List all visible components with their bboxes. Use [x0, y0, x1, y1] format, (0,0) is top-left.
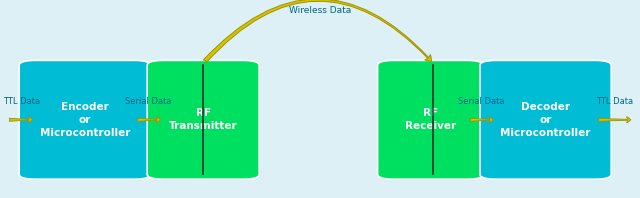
FancyBboxPatch shape: [19, 60, 150, 179]
Text: TTL Data: TTL Data: [3, 97, 40, 106]
Text: Wireless Data: Wireless Data: [289, 6, 351, 15]
Text: RF
Receiver: RF Receiver: [405, 108, 456, 131]
FancyBboxPatch shape: [480, 60, 611, 179]
FancyBboxPatch shape: [378, 60, 483, 179]
Text: Serial Data: Serial Data: [125, 97, 172, 106]
Text: TTL Data: TTL Data: [596, 97, 633, 106]
Text: RF
Transmitter: RF Transmitter: [169, 108, 237, 131]
Text: Encoder
or
Microcontroller: Encoder or Microcontroller: [40, 102, 130, 138]
Text: Serial Data: Serial Data: [458, 97, 504, 106]
Text: Decoder
or
Microcontroller: Decoder or Microcontroller: [500, 102, 591, 138]
FancyBboxPatch shape: [147, 60, 259, 179]
